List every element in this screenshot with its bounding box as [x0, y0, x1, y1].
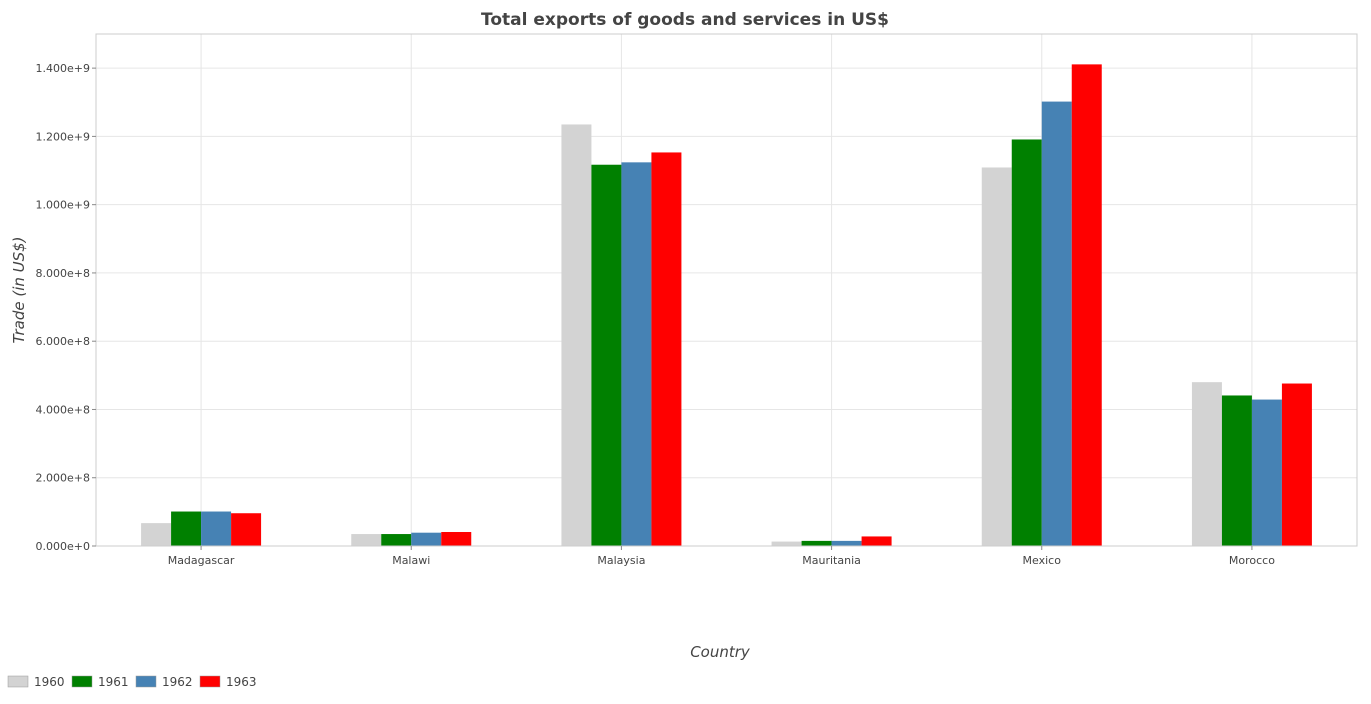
bar-1963	[1281, 383, 1312, 546]
bar-1962	[831, 540, 862, 546]
legend-label: 1961	[98, 675, 129, 689]
y-tick-label: 1.000e+9	[36, 199, 90, 212]
legend-swatch-1960	[7, 675, 29, 688]
y-tick-label: 2.000e+8	[36, 472, 90, 485]
y-tick-label: 6.000e+8	[36, 335, 90, 348]
y-tick-label: 1.200e+9	[36, 130, 90, 143]
legend: 1960 1961 1962 1963	[7, 675, 257, 689]
legend-swatch-1961	[71, 675, 93, 688]
x-tick-label: Mexico	[1023, 554, 1062, 567]
legend-label: 1963	[226, 675, 257, 689]
x-tick-label: Malawi	[392, 554, 430, 567]
bar-1961	[1221, 395, 1252, 546]
y-tick-label: 0.000e+0	[36, 540, 90, 553]
y-tick-label: 1.400e+9	[36, 62, 90, 75]
y-tick-label: 4.000e+8	[36, 403, 90, 416]
x-tick-label: Mauritania	[802, 554, 861, 567]
legend-swatch-1963	[199, 675, 221, 688]
bar-1963	[861, 536, 892, 546]
bar-1962	[201, 511, 232, 546]
bar-1960	[351, 534, 382, 546]
bar-1963	[1071, 64, 1102, 547]
bar-1960	[771, 541, 802, 546]
y-axis-label: Trade (in US$)	[10, 236, 28, 343]
bar-1960	[981, 167, 1012, 546]
x-axis-label: Country	[690, 643, 751, 661]
legend-label: 1960	[34, 675, 65, 689]
bar-1961	[381, 534, 412, 546]
legend-swatch-1962	[135, 675, 157, 688]
bar-1961	[1011, 139, 1042, 547]
bar-1963	[231, 513, 262, 546]
bar-1961	[171, 511, 202, 546]
bar-1960	[141, 523, 172, 546]
bar-1962	[1041, 101, 1072, 547]
y-tick-label: 8.000e+8	[36, 267, 90, 280]
bar-1963	[441, 532, 472, 546]
x-tick-label: Morocco	[1229, 554, 1275, 567]
bar-1961	[801, 540, 832, 546]
grid	[96, 34, 1357, 547]
bar-1960	[1191, 382, 1222, 546]
bar-1961	[591, 164, 622, 547]
x-tick-label: Malaysia	[597, 554, 645, 567]
bar-1963	[651, 152, 682, 546]
bar-1960	[561, 124, 592, 546]
legend-label: 1962	[162, 675, 193, 689]
bars	[141, 64, 1312, 547]
chart-title: Total exports of goods and services in U…	[481, 10, 889, 30]
x-axis-ticks: Madagascar Malawi Malaysia Mauritania Mexico…	[168, 546, 1275, 567]
y-axis-ticks: 0.000e+0 2.000e+8 4.000e+8 6.000e+8 8.000e+8…	[36, 62, 96, 553]
bar-1962	[1251, 399, 1282, 546]
bar-1962	[621, 162, 652, 546]
bar-1962	[411, 532, 442, 546]
plot-frame	[95, 33, 1358, 547]
x-tick-label: Madagascar	[168, 554, 235, 567]
